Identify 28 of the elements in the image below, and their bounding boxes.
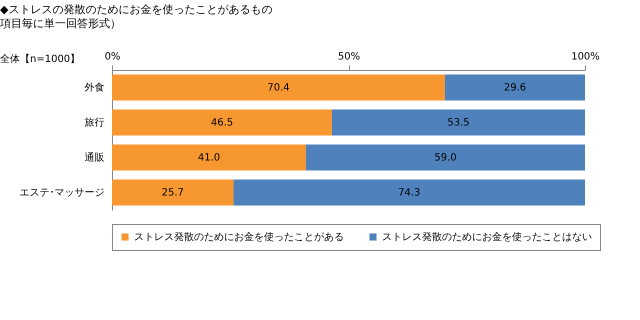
data-label: 53.5 <box>447 118 470 128</box>
chart-title: ◆ストレスの発散のためにお金を使ったことがあるもの <box>0 3 272 16</box>
y-tick-label: 外食 <box>84 82 104 94</box>
data-label: 29.6 <box>504 82 526 94</box>
bar <box>112 110 332 136</box>
bar <box>112 74 445 100</box>
y-tick-label: 通販 <box>84 152 104 164</box>
data-label: 74.3 <box>398 188 420 198</box>
data-label: 25.7 <box>162 188 184 198</box>
data-label: 70.4 <box>267 82 290 94</box>
legend-label: ストレス発散のためにお金を使ったことがある <box>134 231 344 243</box>
legend-label: ストレス発散のためにお金を使ったことはない <box>382 231 592 243</box>
x-tick-label: 50% <box>338 52 360 62</box>
data-label: 46.5 <box>210 118 234 128</box>
bar <box>332 110 585 136</box>
bar <box>112 144 306 170</box>
bar <box>112 180 234 206</box>
chart-subtitle: 項目毎に単一回答形式） <box>0 17 121 30</box>
text: 全体【n=1000】 <box>0 53 80 65</box>
y-tick-label: エステ･マッサージ <box>20 188 104 198</box>
bar <box>234 180 585 206</box>
data-label: 59.0 <box>434 152 457 164</box>
data-label: 41.0 <box>198 152 220 164</box>
bar <box>306 144 585 170</box>
y-tick-label: 旅行 <box>84 116 104 128</box>
x-tick-label: 100% <box>571 52 600 62</box>
x-tick-label: 0% <box>104 52 120 62</box>
bar <box>444 74 585 100</box>
